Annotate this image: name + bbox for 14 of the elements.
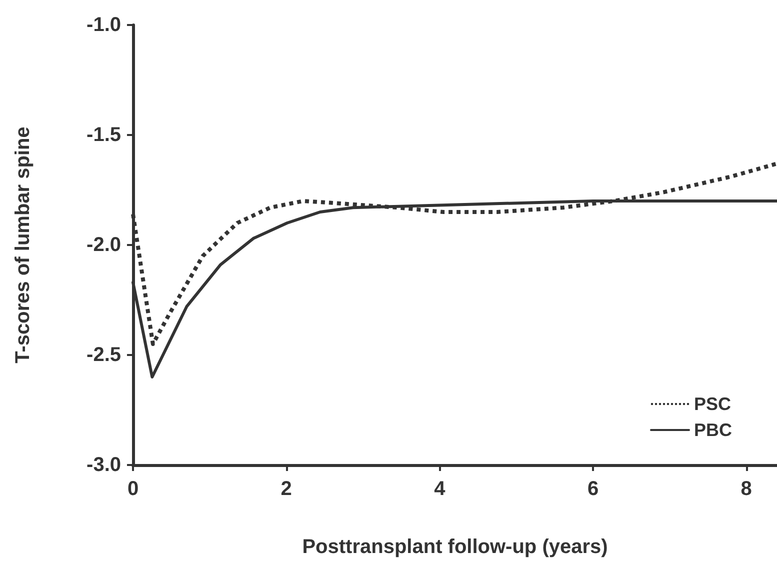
legend-label: PSC [694,394,732,414]
x-tick-label: 4 [434,478,446,500]
y-tick-label: -3.0 [86,454,121,476]
x-tick-label: 6 [587,478,599,500]
y-tick-label: -1.5 [86,124,121,146]
x-tick-label: 8 [740,478,752,500]
y-tick-label: -2.5 [86,344,121,366]
y-axis-title: T-scores of lumbar spine [12,126,34,364]
x-tick-label: 0 [127,478,139,500]
y-tick-label: -2.0 [86,234,121,256]
x-axis-title: Posttransplant follow-up (years) [302,536,608,558]
legend-label: PBC [694,420,732,440]
x-tick-label: 2 [280,478,292,500]
y-tick-label: -1.0 [86,14,121,36]
